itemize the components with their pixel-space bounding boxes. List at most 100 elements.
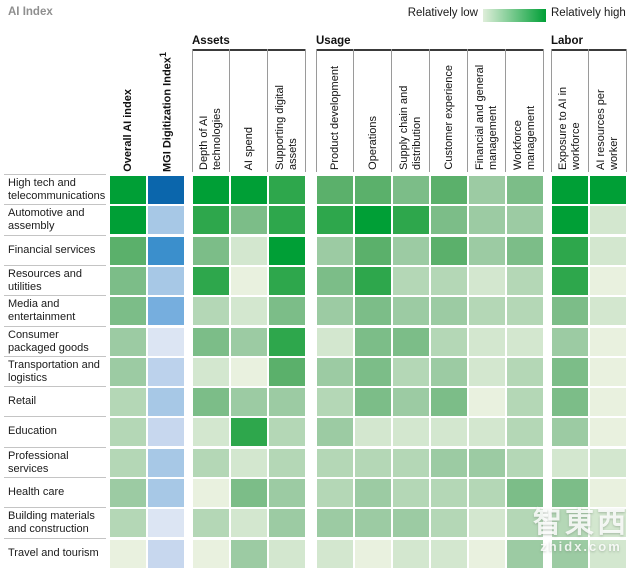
heatmap-cell xyxy=(552,206,588,234)
heatmap-cell xyxy=(148,388,184,416)
heatmap-cell xyxy=(355,206,391,234)
heatmap-cell xyxy=(469,267,505,295)
column-group-label-usage: Usage xyxy=(316,35,351,47)
row-label: Building materials and construction xyxy=(8,509,95,536)
heatmap-cell xyxy=(110,479,146,507)
heatmap-cell xyxy=(590,449,626,477)
row-separator xyxy=(4,386,106,387)
heatmap-cell xyxy=(269,267,305,295)
heatmap-cell xyxy=(590,388,626,416)
heatmap-cell xyxy=(469,358,505,386)
heatmap-cell xyxy=(393,297,429,325)
heatmap-cell xyxy=(148,297,184,325)
heatmap-cell xyxy=(507,358,543,386)
heatmap-cell xyxy=(269,509,305,537)
heatmap-cell xyxy=(393,358,429,386)
heatmap-cell xyxy=(231,328,267,356)
row-separator xyxy=(4,295,106,296)
legend-low-label: Relatively low xyxy=(407,7,478,19)
heatmap-cell xyxy=(393,509,429,537)
heatmap-cell xyxy=(355,388,391,416)
column-header-exposure-to-ai-in-workforce: Exposure to AI in workforce xyxy=(557,86,582,170)
heatmap-cell xyxy=(469,237,505,265)
row-label: Resources and utilities xyxy=(8,267,82,294)
heatmap-cell xyxy=(269,479,305,507)
heatmap-cell xyxy=(269,328,305,356)
heatmap-cell xyxy=(552,479,588,507)
heatmap-cell xyxy=(193,206,229,234)
column-group-underline xyxy=(192,49,306,51)
heatmap-cell xyxy=(269,237,305,265)
row-separator xyxy=(4,356,106,357)
heatmap-cell xyxy=(110,449,146,477)
heatmap-cell xyxy=(431,176,467,204)
heatmap-cell xyxy=(269,297,305,325)
heatmap-cell xyxy=(231,297,267,325)
heatmap-cell xyxy=(231,479,267,507)
column-separator xyxy=(267,49,268,172)
heatmap-cell xyxy=(590,267,626,295)
heatmap-cell xyxy=(355,328,391,356)
column-header-overall-ai-index: Overall AI index xyxy=(121,89,134,172)
heatmap-cell xyxy=(317,176,353,204)
heatmap-cell xyxy=(269,176,305,204)
heatmap-cell xyxy=(469,297,505,325)
heatmap-cell xyxy=(148,449,184,477)
column-separator xyxy=(229,49,230,172)
column-header-ai-resources-per-worker: AI resources per worker xyxy=(595,89,620,170)
heatmap-cell xyxy=(552,418,588,446)
heatmap-cell xyxy=(507,540,543,568)
column-group-label-assets: Assets xyxy=(192,35,230,47)
heatmap-cell xyxy=(507,237,543,265)
heatmap-cell xyxy=(317,206,353,234)
heatmap-cell xyxy=(110,509,146,537)
heatmap-cell xyxy=(193,297,229,325)
column-header-product-development: Product development xyxy=(328,66,341,170)
heatmap-cell xyxy=(552,388,588,416)
heatmap-cell xyxy=(148,328,184,356)
column-header-mgi-digitization-index: MGI Digitization Index1 xyxy=(158,52,174,172)
heatmap-cell xyxy=(431,449,467,477)
heatmap-cell xyxy=(507,267,543,295)
heatmap-cell xyxy=(317,267,353,295)
heatmap-cell xyxy=(393,388,429,416)
heatmap-cell xyxy=(317,388,353,416)
heatmap-cell xyxy=(193,237,229,265)
heatmap-cell xyxy=(431,206,467,234)
heatmap-cell xyxy=(317,509,353,537)
row-label: Financial services xyxy=(8,244,96,257)
heatmap-cell xyxy=(148,418,184,446)
heatmap-cell xyxy=(590,237,626,265)
heatmap-cell xyxy=(231,509,267,537)
heatmap-cell xyxy=(469,418,505,446)
heatmap-cell xyxy=(269,540,305,568)
heatmap-cell xyxy=(355,449,391,477)
heatmap-cell xyxy=(469,449,505,477)
heatmap-cell xyxy=(469,206,505,234)
heatmap-cell xyxy=(110,540,146,568)
heatmap-cell xyxy=(110,206,146,234)
heatmap-cell xyxy=(148,267,184,295)
heatmap-cell xyxy=(193,267,229,295)
row-separator xyxy=(4,507,106,508)
column-separator xyxy=(316,49,317,172)
heatmap-cell xyxy=(269,358,305,386)
heatmap-cell xyxy=(193,449,229,477)
column-separator xyxy=(626,49,627,172)
heatmap-cell xyxy=(231,267,267,295)
heatmap-cell xyxy=(431,479,467,507)
heatmap-cell xyxy=(469,509,505,537)
heatmap-cell xyxy=(110,267,146,295)
heatmap-cell xyxy=(590,540,626,568)
column-separator xyxy=(467,49,468,172)
column-separator xyxy=(543,49,544,172)
heatmap-cell xyxy=(507,388,543,416)
heatmap-cell xyxy=(552,297,588,325)
heatmap-cell xyxy=(355,358,391,386)
row-label: Professional services xyxy=(8,449,69,476)
heatmap-cell xyxy=(193,540,229,568)
column-separator xyxy=(429,49,430,172)
heatmap-cell xyxy=(431,237,467,265)
row-separator xyxy=(4,447,106,448)
heatmap-cell xyxy=(355,509,391,537)
